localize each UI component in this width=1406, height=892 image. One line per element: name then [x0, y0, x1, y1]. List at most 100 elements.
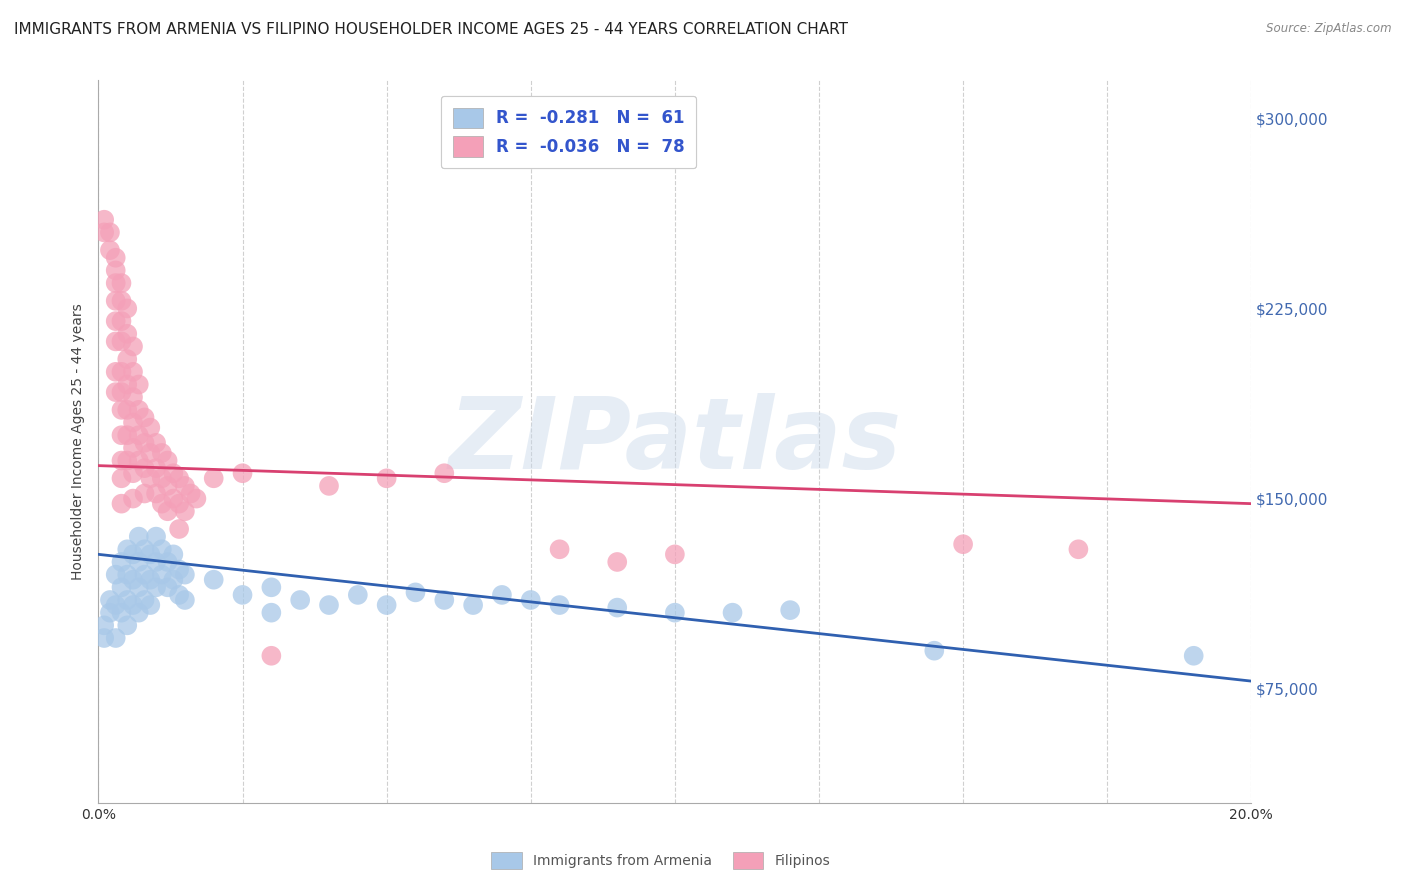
Point — [110, 428, 132, 442]
Point — [167, 497, 190, 511]
Point — [548, 542, 571, 557]
Point — [134, 435, 156, 450]
Point — [110, 471, 132, 485]
Point — [162, 491, 184, 506]
Point — [139, 547, 162, 561]
Point — [134, 410, 156, 425]
Point — [491, 588, 513, 602]
Point — [721, 606, 744, 620]
Point — [145, 461, 167, 475]
Legend: Immigrants from Armenia, Filipinos: Immigrants from Armenia, Filipinos — [485, 846, 837, 876]
Point — [93, 618, 115, 632]
Point — [117, 453, 139, 467]
Point — [122, 441, 145, 455]
Point — [98, 243, 121, 257]
Point — [139, 420, 162, 434]
Point — [1182, 648, 1205, 663]
Point — [104, 276, 127, 290]
Point — [139, 471, 162, 485]
Point — [134, 461, 156, 475]
Point — [104, 334, 127, 349]
Point — [318, 479, 340, 493]
Point — [162, 547, 184, 561]
Point — [93, 226, 115, 240]
Point — [156, 479, 179, 493]
Point — [145, 486, 167, 500]
Point — [134, 567, 156, 582]
Point — [110, 453, 132, 467]
Point — [318, 598, 340, 612]
Point — [110, 314, 132, 328]
Point — [122, 573, 145, 587]
Point — [167, 563, 190, 577]
Point — [128, 377, 150, 392]
Point — [952, 537, 974, 551]
Point — [664, 547, 686, 561]
Point — [346, 588, 368, 602]
Point — [290, 593, 312, 607]
Point — [110, 555, 132, 569]
Point — [117, 402, 139, 417]
Point — [664, 606, 686, 620]
Point — [110, 497, 132, 511]
Point — [110, 293, 132, 308]
Point — [1067, 542, 1090, 557]
Point — [110, 276, 132, 290]
Point — [98, 606, 121, 620]
Point — [174, 593, 197, 607]
Point — [104, 365, 127, 379]
Legend: R =  -0.281   N =  61, R =  -0.036   N =  78: R = -0.281 N = 61, R = -0.036 N = 78 — [441, 95, 696, 169]
Point — [110, 606, 132, 620]
Point — [150, 542, 173, 557]
Point — [461, 598, 484, 612]
Point — [110, 580, 132, 594]
Point — [104, 598, 127, 612]
Point — [145, 435, 167, 450]
Point — [104, 293, 127, 308]
Point — [167, 471, 190, 485]
Point — [433, 593, 456, 607]
Point — [139, 446, 162, 460]
Point — [117, 326, 139, 341]
Point — [186, 491, 208, 506]
Point — [156, 580, 179, 594]
Point — [110, 385, 132, 400]
Point — [93, 212, 115, 227]
Point — [139, 573, 162, 587]
Point — [260, 580, 283, 594]
Point — [202, 573, 225, 587]
Point — [128, 428, 150, 442]
Point — [128, 530, 150, 544]
Point — [128, 606, 150, 620]
Point — [122, 365, 145, 379]
Point — [98, 226, 121, 240]
Point — [162, 573, 184, 587]
Point — [122, 491, 145, 506]
Point — [145, 555, 167, 569]
Point — [98, 593, 121, 607]
Point — [110, 402, 132, 417]
Point — [162, 467, 184, 481]
Point — [231, 467, 254, 481]
Point — [260, 606, 283, 620]
Point — [122, 547, 145, 561]
Point — [174, 504, 197, 518]
Point — [128, 402, 150, 417]
Point — [104, 385, 127, 400]
Point — [93, 631, 115, 645]
Point — [375, 598, 398, 612]
Y-axis label: Householder Income Ages 25 - 44 years: Householder Income Ages 25 - 44 years — [70, 303, 84, 580]
Point — [128, 580, 150, 594]
Point — [104, 567, 127, 582]
Point — [134, 593, 156, 607]
Point — [606, 600, 628, 615]
Point — [145, 530, 167, 544]
Point — [520, 593, 543, 607]
Point — [260, 648, 283, 663]
Point — [128, 555, 150, 569]
Point — [606, 555, 628, 569]
Point — [405, 585, 427, 599]
Point — [150, 497, 173, 511]
Point — [122, 416, 145, 430]
Point — [104, 631, 127, 645]
